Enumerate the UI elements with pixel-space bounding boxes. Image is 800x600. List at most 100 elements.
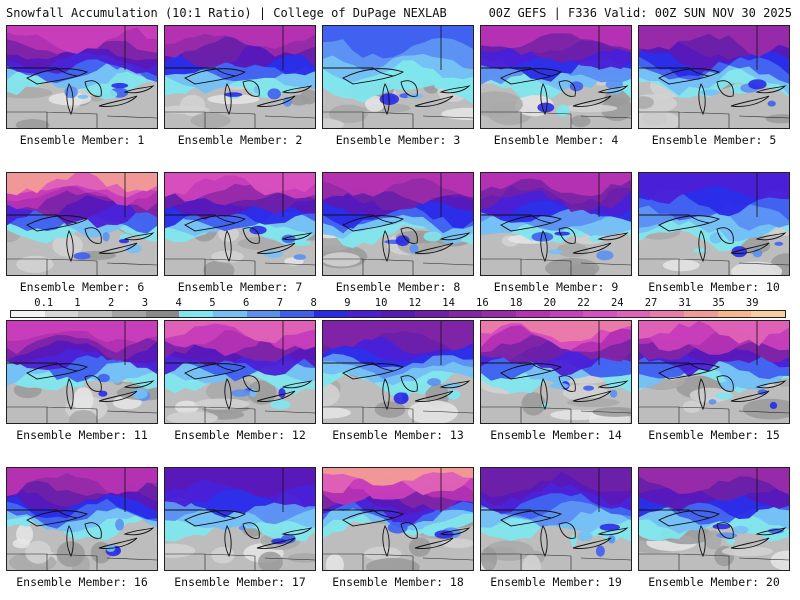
snowfall-map-image [7, 321, 157, 423]
colorbar-tick-label: 18 [509, 297, 523, 309]
snowfall-map-image [639, 468, 789, 570]
colorbar-swatch [515, 311, 550, 317]
colorbar-tick-label: 39 [745, 297, 759, 309]
ensemble-member-map [480, 172, 632, 276]
ensemble-member-map [322, 172, 474, 276]
ensemble-member-map [322, 320, 474, 424]
colorbar-tick-label: 2 [108, 297, 115, 309]
colorbar-tick-label: 35 [712, 297, 725, 309]
ensemble-member-label: Ensemble Member: 16 [16, 575, 148, 589]
snowfall-map-image [481, 173, 631, 275]
ensemble-member-label: Ensemble Member: 4 [493, 133, 619, 147]
ensemble-member-label: Ensemble Member: 12 [174, 428, 306, 442]
ensemble-member-map [638, 320, 790, 424]
ensemble-member-label: Ensemble Member: 6 [19, 280, 145, 294]
colorbar-tick-label: 31 [678, 297, 692, 309]
colorbar-tick-label: 9 [344, 297, 351, 309]
snowfall-map-image [7, 26, 157, 128]
ensemble-member-map [164, 172, 316, 276]
colorbar-swatch [246, 311, 281, 317]
colorbar-swatch [448, 311, 483, 317]
map-title: Snowfall Accumulation (10:1 Ratio) | Col… [6, 6, 447, 20]
ensemble-member-label: Ensemble Member: 1 [19, 133, 145, 147]
colorbar-tick-label: 0.1 [34, 297, 54, 309]
colorbar-swatch [549, 311, 584, 317]
ensemble-member-map [322, 25, 474, 129]
colorbar-swatch [11, 311, 45, 317]
colorbar-tick-label: 24 [610, 297, 624, 309]
colorbar-tick-label: 8 [310, 297, 317, 309]
colorbar-swatch [583, 311, 617, 317]
snowfall-map-image [323, 173, 473, 275]
ensemble-member-map [638, 25, 790, 129]
colorbar-swatch [616, 311, 651, 317]
ensemble-member-map [322, 467, 474, 571]
ensemble-member-map [638, 172, 790, 276]
ensemble-member-map [480, 467, 632, 571]
colorbar-swatch [145, 311, 180, 317]
ensemble-member-map [480, 320, 632, 424]
ensemble-member-label: Ensemble Member: 18 [332, 575, 464, 589]
colorbar-tick-label: 1 [74, 297, 81, 309]
colorbar-swatch [717, 311, 752, 317]
ensemble-member-label: Ensemble Member: 3 [335, 133, 461, 147]
colorbar-swatch [44, 311, 79, 317]
colorbar-swatch [414, 311, 449, 317]
ensemble-member-map [6, 320, 158, 424]
snowfall-map-image [323, 26, 473, 128]
ensemble-member-label: Ensemble Member: 11 [16, 428, 148, 442]
snowfall-map-image [639, 321, 789, 423]
snowfall-map-image [481, 321, 631, 423]
snowfall-map-image [481, 26, 631, 128]
colorbar-tick-label: 4 [175, 297, 182, 309]
ensemble-member-label: Ensemble Member: 7 [177, 280, 303, 294]
snowfall-map-image [323, 321, 473, 423]
ensemble-member-label: Ensemble Member: 2 [177, 133, 303, 147]
model-run-info: 00Z GEFS | F336 Valid: 00Z SUN NOV 30 20… [488, 6, 792, 20]
ensemble-member-map [164, 467, 316, 571]
colorbar-swatch [313, 311, 348, 317]
snowfall-map-image [323, 468, 473, 570]
snowfall-map-image [165, 468, 315, 570]
colorbar-tick-label: 12 [408, 297, 422, 309]
ensemble-member-label: Ensemble Member: 15 [648, 428, 780, 442]
ensemble-member-label: Ensemble Member: 9 [493, 280, 619, 294]
colorbar-tick-label: 6 [243, 297, 250, 309]
snowfall-colorbar [10, 310, 786, 318]
snowfall-map-image [7, 173, 157, 275]
ensemble-member-label: Ensemble Member: 13 [332, 428, 464, 442]
colorbar-swatch [684, 311, 718, 317]
colorbar-swatch [212, 311, 247, 317]
colorbar-tick-label: 22 [577, 297, 590, 309]
ensemble-member-label: Ensemble Member: 20 [648, 575, 780, 589]
colorbar-swatch [381, 311, 415, 317]
ensemble-member-map [164, 25, 316, 129]
colorbar-tick-label: 16 [476, 297, 489, 309]
colorbar-swatch [482, 311, 516, 317]
colorbar-swatch [111, 311, 146, 317]
snowfall-map-image [165, 321, 315, 423]
ensemble-member-label: Ensemble Member: 19 [490, 575, 622, 589]
snowfall-map-image [165, 26, 315, 128]
colorbar-tick-label: 27 [644, 297, 658, 309]
snowfall-map-image [639, 26, 789, 128]
colorbar-tick-label: 10 [374, 297, 388, 309]
colorbar-swatch [78, 311, 112, 317]
colorbar-tick-label: 14 [442, 297, 455, 309]
snowfall-map-image [7, 468, 157, 570]
ensemble-member-label: Ensemble Member: 5 [651, 133, 777, 147]
colorbar-tick-label: 20 [543, 297, 557, 309]
colorbar-swatch [347, 311, 382, 317]
snowfall-map-image [165, 173, 315, 275]
ensemble-member-label: Ensemble Member: 17 [174, 575, 306, 589]
ensemble-member-map [164, 320, 316, 424]
colorbar-swatch [280, 311, 314, 317]
colorbar-tick-label: 7 [276, 297, 284, 309]
snowfall-map-image [639, 173, 789, 275]
colorbar-swatch [751, 311, 786, 317]
ensemble-member-map [480, 25, 632, 129]
colorbar-tick-label: 5 [209, 297, 216, 309]
ensemble-member-label: Ensemble Member: 8 [335, 280, 461, 294]
colorbar-swatch [179, 311, 213, 317]
colorbar-swatch [650, 311, 685, 317]
